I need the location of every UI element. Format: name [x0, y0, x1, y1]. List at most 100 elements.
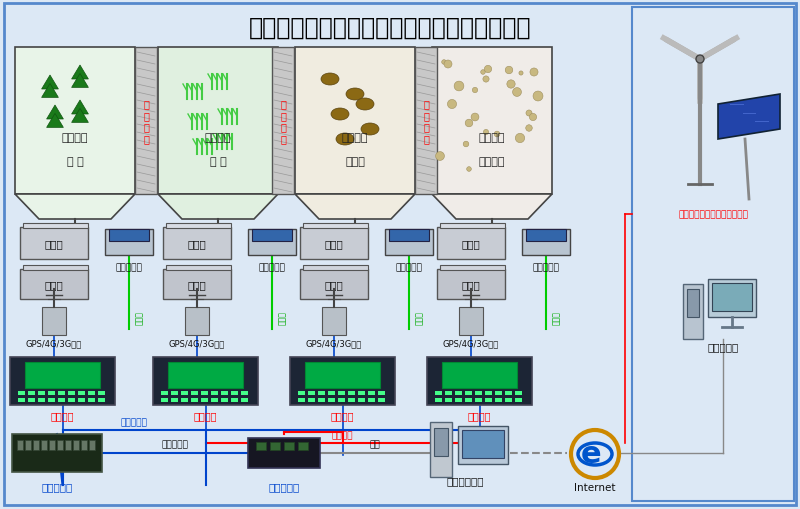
Bar	[435, 391, 442, 395]
Bar	[445, 398, 452, 402]
Bar	[98, 398, 105, 402]
Bar	[505, 398, 512, 402]
Bar	[455, 391, 462, 395]
Text: 超五类网线: 超五类网线	[162, 440, 189, 448]
Text: 观
测
梯
田: 观 测 梯 田	[280, 99, 286, 144]
Bar	[440, 223, 505, 229]
Circle shape	[481, 71, 486, 75]
Circle shape	[471, 114, 479, 122]
Bar	[48, 391, 55, 395]
Bar	[368, 398, 375, 402]
Bar	[231, 391, 238, 395]
Bar	[303, 266, 368, 270]
Bar	[191, 391, 198, 395]
Bar	[437, 269, 505, 299]
Bar	[455, 398, 462, 402]
Bar	[241, 398, 248, 402]
Polygon shape	[72, 109, 89, 123]
Text: 排水槽: 排水槽	[45, 279, 63, 290]
Circle shape	[483, 130, 489, 135]
Text: 泥沙传感器: 泥沙传感器	[533, 263, 559, 272]
Bar	[248, 230, 296, 256]
Bar	[348, 398, 355, 402]
Text: 数据中心: 数据中心	[330, 410, 354, 420]
Text: 排水槽: 排水槽	[462, 279, 480, 290]
Bar	[20, 228, 88, 260]
Bar	[78, 398, 85, 402]
Bar	[358, 398, 365, 402]
Bar	[252, 230, 292, 242]
Bar	[68, 391, 75, 395]
Circle shape	[494, 132, 500, 137]
Text: 泥沙传感器: 泥沙传感器	[258, 263, 286, 272]
Bar	[211, 398, 218, 402]
Text: e: e	[581, 440, 602, 469]
Bar	[300, 269, 368, 299]
Text: 排水槽: 排水槽	[188, 279, 206, 290]
Bar	[231, 398, 238, 402]
Bar	[328, 391, 335, 395]
Circle shape	[530, 114, 537, 121]
Polygon shape	[295, 194, 415, 219]
Bar	[221, 398, 228, 402]
Text: 数据中心: 数据中心	[194, 410, 218, 420]
Bar	[153, 357, 258, 405]
Bar	[295, 48, 415, 194]
Bar	[522, 230, 570, 256]
Bar	[485, 391, 492, 395]
Bar	[290, 357, 395, 405]
Bar	[632, 8, 794, 501]
Text: 光纤: 光纤	[370, 440, 380, 448]
Bar	[135, 48, 157, 194]
Bar	[318, 391, 325, 395]
Bar	[168, 362, 243, 388]
Text: 观
测
梯
田: 观 测 梯 田	[423, 99, 429, 144]
Bar	[201, 398, 208, 402]
Bar	[58, 398, 65, 402]
Bar	[389, 230, 429, 242]
Text: 超五类网线: 超五类网线	[121, 418, 147, 427]
Bar	[49, 440, 55, 450]
Text: GPS/4G/3G模块: GPS/4G/3G模块	[306, 339, 362, 348]
Polygon shape	[158, 194, 278, 219]
Bar	[303, 223, 368, 229]
Bar	[445, 391, 452, 395]
Bar	[430, 422, 452, 477]
Text: 排水槽: 排水槽	[325, 279, 343, 290]
Bar	[432, 48, 552, 194]
Bar	[434, 428, 448, 456]
Bar	[88, 391, 95, 395]
Bar	[298, 391, 305, 395]
Circle shape	[506, 67, 513, 75]
Bar	[475, 391, 482, 395]
Bar	[462, 430, 504, 458]
Circle shape	[472, 88, 478, 94]
Bar	[272, 48, 294, 194]
Bar	[161, 391, 168, 395]
Bar	[48, 398, 55, 402]
Bar	[322, 307, 346, 335]
Bar	[23, 266, 88, 270]
Bar	[38, 391, 45, 395]
Circle shape	[515, 134, 525, 144]
Bar	[526, 230, 566, 242]
Circle shape	[465, 120, 473, 128]
Bar	[57, 440, 63, 450]
Bar	[308, 391, 315, 395]
Bar	[300, 228, 368, 260]
Circle shape	[435, 152, 445, 161]
Text: 风光互补发电系统或市网供电: 风光互补发电系统或市网供电	[678, 210, 748, 219]
Bar	[505, 391, 512, 395]
Bar	[465, 391, 472, 395]
Bar	[298, 398, 305, 402]
Polygon shape	[15, 194, 135, 219]
Text: 模拟环境

砂石地: 模拟环境 砂石地	[342, 133, 368, 166]
Text: 集水槽: 集水槽	[325, 239, 343, 248]
Bar	[437, 228, 505, 260]
Circle shape	[696, 56, 704, 64]
Bar	[708, 279, 756, 318]
Text: 泥沙传感器: 泥沙传感器	[115, 263, 142, 272]
Bar	[495, 398, 502, 402]
Text: 通讯线: 通讯线	[551, 310, 561, 324]
Bar	[28, 391, 35, 395]
